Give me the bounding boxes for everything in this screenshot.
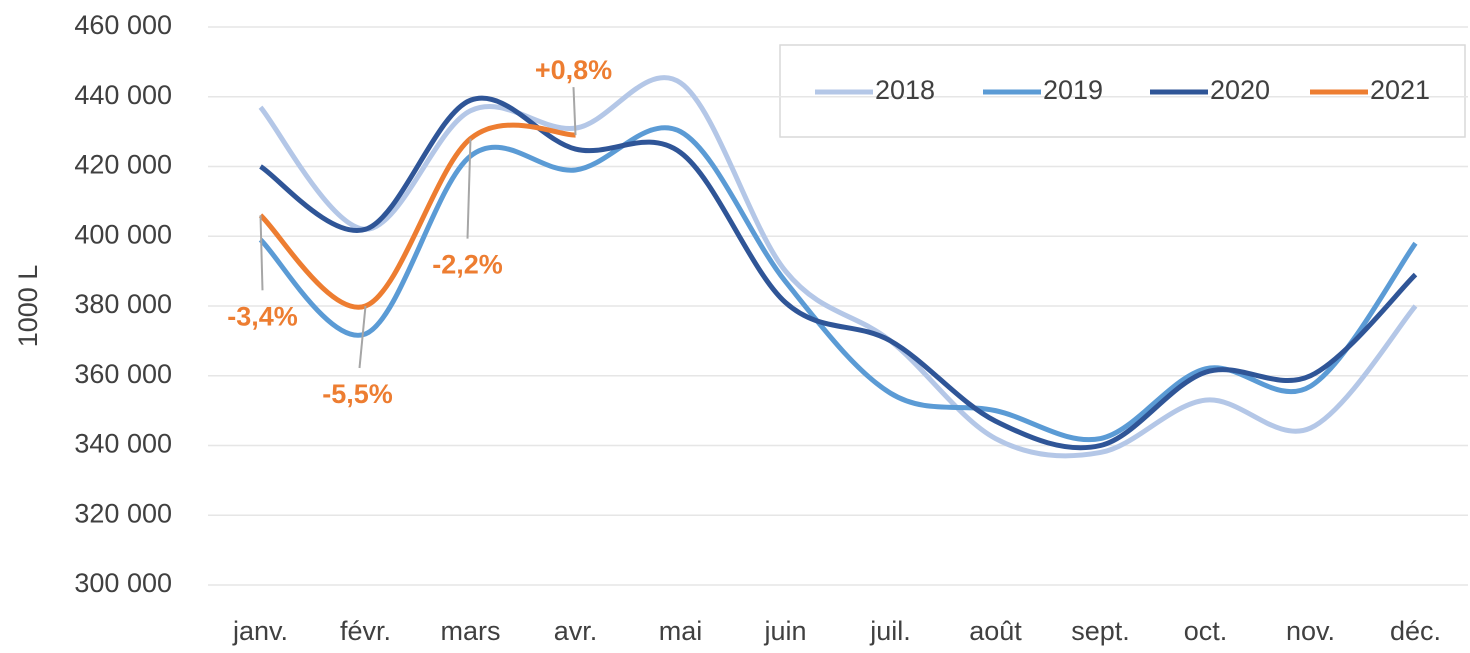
series-line [258,125,1418,443]
x-tick-label: août [969,616,1022,646]
annotation-leader [572,87,577,136]
x-tick-label: juil. [869,616,911,646]
y-tick-label: 400 000 [74,219,172,249]
legend-label: 2018 [875,75,935,105]
x-tick-label: sept. [1071,616,1130,646]
y-tick-label: 300 000 [74,568,172,598]
x-tick-label: févr. [340,616,391,646]
y-tick-label: 360 000 [74,359,172,389]
annotation: +0,8% [535,55,612,85]
annotation-leader [259,215,264,291]
legend-label: 2019 [1043,75,1103,105]
y-tick-label: 420 000 [74,150,172,180]
x-tick-label: juin [763,616,806,646]
series-line [258,122,576,310]
y-tick-label: 380 000 [74,289,172,319]
y-tick-label: 340 000 [74,429,172,459]
annotation: -5,5% [322,379,393,409]
annotation: -3,4% [227,301,298,331]
annotation-leader [358,305,367,369]
legend-label: 2021 [1370,75,1430,105]
x-tick-label: nov. [1286,616,1335,646]
y-tick-label: 440 000 [74,80,172,110]
y-axis-label: 1000 L [13,265,43,348]
x-tick-label: mai [659,616,703,646]
x-tick-label: avr. [554,616,598,646]
y-tick-label: 320 000 [74,498,172,528]
x-tick-label: déc. [1390,616,1441,646]
x-tick-label: mars [441,616,501,646]
series-line [258,75,1418,459]
annotation: -2,2% [432,250,503,280]
series-line [259,95,1418,451]
annotation-leader [466,138,472,239]
x-tick-label: oct. [1184,616,1228,646]
x-tick-label: janv. [232,616,288,646]
y-tick-label: 460 000 [74,10,172,40]
legend-label: 2020 [1210,75,1270,105]
